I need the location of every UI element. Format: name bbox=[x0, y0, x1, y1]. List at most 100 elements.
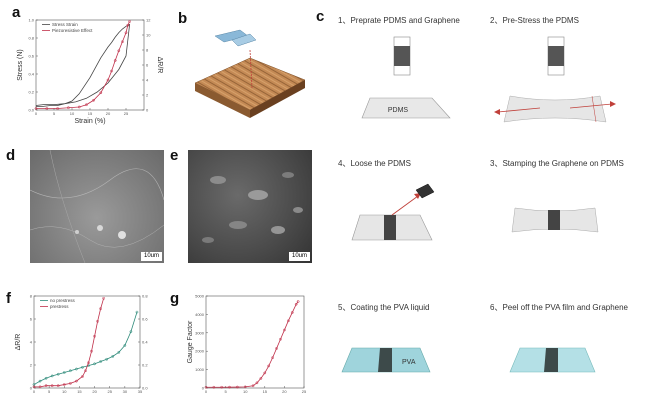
legend-entry: no prestress bbox=[50, 298, 76, 303]
pva-label: PVA bbox=[402, 359, 416, 366]
y-tick-label: 3000 bbox=[195, 330, 205, 335]
step-3-label: 3、Stamping the Graphene on PDMS bbox=[490, 159, 624, 168]
x-tick-label: 15 bbox=[77, 389, 82, 394]
series-line bbox=[34, 298, 105, 388]
plot-frame bbox=[33, 295, 141, 389]
y-tick-label: 1.0 bbox=[28, 18, 34, 23]
data-point bbox=[286, 319, 290, 323]
step-1-graphene-card bbox=[393, 36, 411, 76]
y2-tick-label: 10 bbox=[146, 33, 151, 38]
data-point bbox=[92, 98, 95, 102]
sem-image-d: 10um bbox=[30, 150, 164, 263]
data-point bbox=[75, 379, 78, 383]
y-tick-label: 2 bbox=[30, 363, 33, 368]
data-point bbox=[126, 23, 130, 27]
panel-label-g: g bbox=[170, 290, 180, 307]
x-tick-label: 15 bbox=[263, 389, 268, 394]
y-tick-label: 0.2 bbox=[28, 90, 34, 95]
data-point bbox=[50, 384, 54, 388]
data-point bbox=[99, 307, 102, 310]
data-point bbox=[111, 355, 115, 358]
x-tick-label: 25 bbox=[302, 389, 307, 394]
step-6-label: 6、Peel off the PVA film and Graphene bbox=[490, 303, 629, 312]
data-point bbox=[102, 296, 106, 300]
x-tick-label: 15 bbox=[88, 111, 93, 116]
data-point bbox=[87, 361, 90, 365]
data-point bbox=[106, 78, 110, 82]
data-point bbox=[81, 375, 84, 378]
x-tick-label: 10 bbox=[62, 389, 67, 394]
graphene-film-3d-illustration bbox=[194, 29, 306, 118]
panel-label-c: c bbox=[316, 8, 325, 25]
y-axis-label: Gauge Factor bbox=[187, 320, 194, 363]
data-point bbox=[38, 379, 42, 383]
x-tick-label: 0 bbox=[205, 389, 208, 394]
y-axis-label: Stress (N) bbox=[17, 49, 24, 81]
step-4-loose-pdms bbox=[351, 183, 435, 241]
data-point bbox=[279, 337, 282, 341]
data-point bbox=[62, 371, 66, 374]
panel-label-f: f bbox=[6, 290, 11, 307]
fiber-film-side-right bbox=[250, 80, 305, 118]
x-tick-label: 25 bbox=[107, 389, 112, 394]
data-point bbox=[236, 385, 239, 389]
x-tick-label: 20 bbox=[282, 389, 287, 394]
x-tick-label: 30 bbox=[123, 389, 128, 394]
x-tick-label: 0 bbox=[33, 389, 36, 394]
y2-tick-label: 0 bbox=[146, 108, 149, 113]
y2-tick-label: 6 bbox=[146, 63, 149, 68]
data-point bbox=[204, 385, 208, 389]
data-point bbox=[113, 59, 117, 62]
y2-tick-label: 2 bbox=[146, 93, 149, 98]
data-point bbox=[267, 364, 271, 368]
y-tick-label: 4000 bbox=[195, 312, 205, 317]
series-line bbox=[206, 301, 299, 388]
data-point bbox=[68, 369, 72, 373]
data-point bbox=[263, 371, 267, 375]
legend-entry: Stress Strain bbox=[52, 22, 78, 27]
y-axis-label: ΔR/R bbox=[15, 334, 22, 351]
data-point bbox=[68, 382, 72, 385]
fiber-film-side-left bbox=[195, 83, 250, 118]
y-tick-label: 8 bbox=[30, 294, 33, 299]
y2-tick-label: 4 bbox=[146, 78, 149, 83]
step-1-label: 1、Preprate PDMS and Graphene bbox=[338, 16, 460, 25]
chart-a-stress-strain: 0 5 10 15 20 25 0.0 0.2 0.4 0.6 0.8 1.0 0 2 4 6 8 10 12 Str… bbox=[17, 18, 163, 126]
data-point bbox=[135, 310, 139, 314]
data-point bbox=[44, 376, 48, 380]
x-tick-label: 5 bbox=[48, 389, 51, 394]
y-tick-label: 6 bbox=[30, 317, 33, 322]
step-2-label: 2、Pre-Stress the PDMS bbox=[490, 16, 579, 25]
data-point bbox=[34, 107, 38, 110]
sem-image-e: 10um bbox=[188, 150, 312, 263]
sem-e-texture bbox=[202, 172, 303, 243]
data-point bbox=[110, 69, 113, 73]
data-point bbox=[99, 91, 103, 95]
data-point bbox=[290, 311, 294, 314]
data-point bbox=[296, 300, 300, 303]
legend-entry: Piezoresistive Effect bbox=[52, 28, 93, 33]
data-point bbox=[294, 302, 298, 306]
fiber-film-top bbox=[194, 57, 306, 111]
x-tick-label: 25 bbox=[124, 111, 129, 116]
data-point bbox=[271, 356, 274, 359]
pdms-label: PDMS bbox=[388, 107, 409, 114]
data-point bbox=[105, 357, 109, 361]
data-point bbox=[243, 385, 247, 389]
step-4-label: 4、Loose the PDMS bbox=[338, 159, 411, 168]
y-tick-label: 0 bbox=[30, 386, 33, 391]
step-2-stretched-pdms bbox=[494, 95, 616, 123]
legend-entry: prestress bbox=[50, 304, 69, 309]
y-tick-label: 0.6 bbox=[28, 54, 34, 59]
y-tick-label: 0.8 bbox=[28, 36, 34, 41]
step-5-label: 5、Coating the PVA liquid bbox=[338, 303, 430, 312]
series-line bbox=[36, 21, 130, 109]
data-point bbox=[62, 383, 66, 386]
y-tick-label: 4 bbox=[30, 340, 33, 345]
data-point bbox=[128, 20, 131, 23]
y2-tick-label: 0.0 bbox=[142, 386, 148, 391]
data-point bbox=[96, 319, 99, 323]
y-tick-label: 0 bbox=[202, 386, 205, 391]
y2-tick-label: 0.6 bbox=[142, 317, 148, 322]
step-2-graphene-card bbox=[547, 36, 565, 76]
